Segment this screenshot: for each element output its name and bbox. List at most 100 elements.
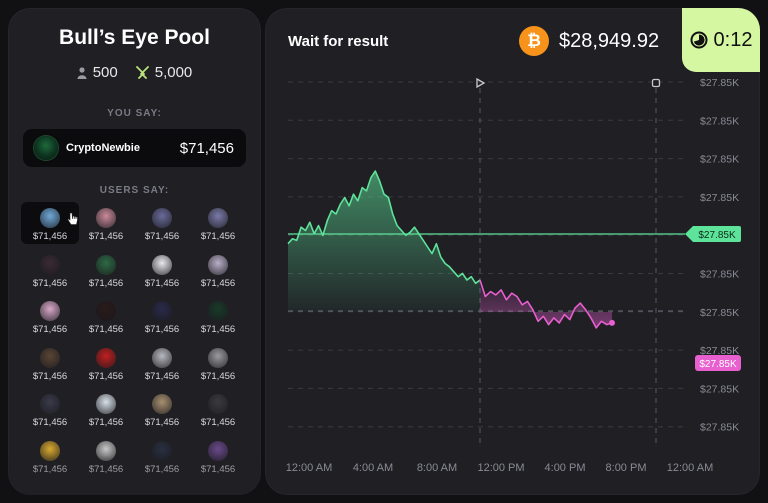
btc-price: $28,949.92 [559,29,660,52]
user-guess-amount: $71,456 [88,417,124,428]
x-tick-label: 8:00 PM [606,462,647,474]
user-guess[interactable]: $71,456 [189,435,247,477]
users-say-label: USERS SAY: [99,185,170,196]
pool-title: Bull’s Eye Pool [59,26,210,49]
avatar [96,347,116,368]
user-guess-amount: $71,456 [88,370,124,382]
user-guess-amount: $71,456 [144,417,180,428]
user-guess-amount: $71,456 [200,277,236,289]
user-guess-amount: $71,456 [144,277,180,289]
start-price-label: $27.85K [698,230,736,241]
user-guess[interactable]: $71,456 [21,249,79,291]
timer-icon [690,31,708,49]
user-guess[interactable]: $71,456 [133,388,191,430]
avatar [152,394,172,414]
you-say-label: YOU SAY: [107,108,162,119]
status-text: Wait for result [288,33,389,50]
user-guess[interactable]: $71,456 [21,295,79,337]
x-tick-label: 12:00 AM [286,462,332,474]
x-tick-label: 4:00 AM [353,462,393,474]
avatar [40,301,60,321]
username: CryptoNewbie [66,142,140,154]
user-guess[interactable]: $71,456 [77,435,135,477]
user-guess[interactable]: $71,456 [21,388,79,430]
user-guess-amount: $71,456 [32,277,68,289]
user-guess[interactable]: $71,456 [133,342,191,384]
your-guess-card: CryptoNewbie $71,456 [23,129,246,167]
avatar [96,440,116,461]
avatar [152,208,172,228]
chart-panel: Wait for result ₿ $28,949.92 $27.85K $27.… [265,8,760,495]
user-guess[interactable]: $71,456 [133,435,191,477]
pool-panel: Bull’s Eye Pool 500 5,000 YOU SAY: Crypt… [8,8,261,495]
user-guess-amount: $71,456 [200,370,236,382]
user-icon [77,66,87,79]
user-guess-amount: $71,456 [32,463,68,475]
avatar [208,347,228,368]
bitcoin-icon: ₿ [519,26,549,56]
area-down [480,280,612,328]
user-guess[interactable]: $71,456 [21,202,79,244]
user-guess-amount: $71,456 [32,324,68,335]
user-guess[interactable]: $71,456 [21,435,79,477]
user-guess[interactable]: $71,456 [133,249,191,291]
timer-value: 0:12 [713,28,753,51]
avatar [208,254,228,275]
user-guess-amount: $71,456 [88,324,124,335]
user-guess[interactable]: $71,456 [189,202,247,244]
avatar [152,440,172,461]
user-guess[interactable]: $71,456 [133,202,191,244]
y-tick-label: $27.85K [700,422,739,434]
avatar [40,347,60,368]
user-guess[interactable]: $71,456 [77,342,135,384]
avatar [152,301,172,321]
prize-stat: 5,000 [135,64,193,81]
avatar [208,208,228,228]
current-point [609,319,615,326]
user-guess-amount: $71,456 [88,463,124,475]
players-stat: 500 [77,64,118,81]
user-guess-amount: $71,456 [144,463,180,475]
user-guess-amount: $71,456 [88,231,124,242]
play-icon [476,77,486,89]
x-tick-label: 12:00 AM [667,462,713,474]
user-guess[interactable]: $71,456 [189,249,247,291]
avatar [152,254,172,275]
avatar [152,347,172,368]
user-guess[interactable]: $71,456 [189,388,247,430]
avatar [96,254,116,275]
avatar [96,394,116,414]
user-guess-amount: $71,456 [200,231,236,242]
user-guess[interactable]: $71,456 [133,295,191,337]
user-guess-amount: $71,456 [144,324,180,335]
avatar [208,301,228,321]
user-guess[interactable]: $71,456 [21,342,79,384]
price-chart: $27.85K $27.85K $27.85K $27.85K $27.85K $27.8… [286,77,741,474]
user-guess[interactable]: $71,456 [77,249,135,291]
user-guess[interactable]: $71,456 [77,388,135,430]
current-price-label: $27.85K [699,359,737,370]
stop-icon [651,78,661,88]
user-guess[interactable]: $71,456 [77,202,135,244]
your-guess-amount: $71,456 [179,139,234,157]
y-tick-label: $27.85K [700,77,739,89]
pool-stats: 500 5,000 [8,64,261,81]
user-guess[interactable]: $71,456 [189,295,247,337]
user-guess-amount: $71,456 [144,231,180,242]
prize-amount: 5,000 [154,64,193,81]
swords-icon [135,66,149,79]
user-guess-amount: $71,456 [32,370,68,382]
user-guess-amount: $71,456 [200,324,236,335]
user-guess-amount: $71,456 [144,370,180,382]
x-tick-label: 8:00 AM [417,462,457,474]
avatar [40,394,60,414]
user-guess-amount: $71,456 [32,231,68,242]
avatar [96,208,116,228]
series-line-up [287,170,481,285]
btc-price-display: ₿ $28,949.92 [519,26,659,56]
user-guess[interactable]: $71,456 [77,295,135,337]
user-guess-amount: $71,456 [32,417,68,428]
user-guess[interactable]: $71,456 [189,342,247,384]
avatar [34,136,58,160]
x-tick-label: 4:00 PM [545,462,586,474]
